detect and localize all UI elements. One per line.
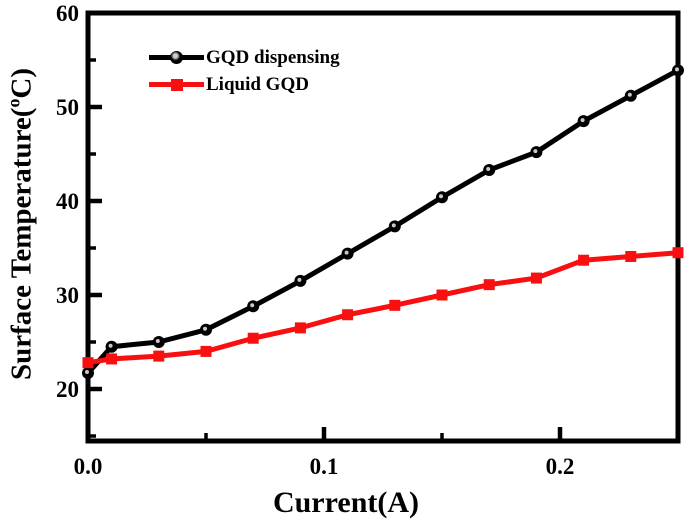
circle-marker-icon <box>170 51 183 64</box>
data-point-highlight <box>391 223 396 228</box>
data-point-square <box>106 353 118 365</box>
plot-frame <box>85 10 681 444</box>
x-tick-label: 0.1 <box>310 454 339 479</box>
legend-swatch-liquid-gqd <box>149 78 204 92</box>
data-point-square <box>625 250 637 262</box>
x-tick-label: 0.0 <box>74 454 103 479</box>
legend: GQD dispensing Liquid GQD <box>149 44 340 98</box>
y-axis-title-degree: o <box>3 98 24 108</box>
y-tick-label: 20 <box>56 377 79 402</box>
data-point-highlight <box>297 277 302 282</box>
data-point-square <box>389 299 401 311</box>
data-point-square <box>82 357 94 369</box>
series-line-gqd-dispensing <box>85 67 681 376</box>
y-axis-title-suffix: C) <box>5 67 38 99</box>
series-line-liquid-gqd <box>85 250 681 366</box>
y-tick-label: 60 <box>56 1 79 26</box>
x-axis-title: Current(A) <box>272 486 420 519</box>
data-point-highlight <box>533 149 538 154</box>
data-point-highlight <box>155 339 160 343</box>
legend-item-liquid-gqd: Liquid GQD <box>149 71 340 98</box>
data-point-highlight <box>675 67 679 72</box>
data-point-square <box>483 279 495 291</box>
x-tick-label: 0.2 <box>546 454 575 479</box>
legend-swatch-gqd-dispensing <box>149 51 204 65</box>
data-point-highlight <box>580 118 585 123</box>
data-point-highlight <box>250 303 255 308</box>
data-point-square <box>342 309 354 321</box>
y-tick-label: 50 <box>56 95 79 120</box>
y-tick-label: 30 <box>56 283 79 308</box>
data-point-highlight <box>203 326 207 331</box>
y-axis-title-prefix: Surface Temperature( <box>5 107 38 381</box>
data-point-highlight <box>486 166 491 171</box>
data-point-square <box>200 345 212 357</box>
data-point-highlight <box>344 250 349 255</box>
data-point-highlight <box>108 343 113 348</box>
data-point-highlight <box>627 92 632 97</box>
data-point-square <box>436 289 448 301</box>
data-point-highlight <box>439 194 443 199</box>
legend-label: Liquid GQD <box>206 73 309 95</box>
data-point-square <box>247 332 259 344</box>
legend-item-gqd-dispensing: GQD dispensing <box>149 44 340 71</box>
y-tick-label: 40 <box>56 189 79 214</box>
data-point-square <box>294 322 306 334</box>
data-point-square <box>578 254 590 266</box>
square-marker-icon <box>170 78 183 91</box>
data-point-square <box>530 272 542 284</box>
data-point-square <box>153 350 165 362</box>
legend-label: GQD dispensing <box>206 46 340 68</box>
data-point-highlight <box>85 370 89 375</box>
y-axis-title: Surface Temperature(oC) <box>4 68 39 380</box>
data-point-square <box>672 247 684 259</box>
